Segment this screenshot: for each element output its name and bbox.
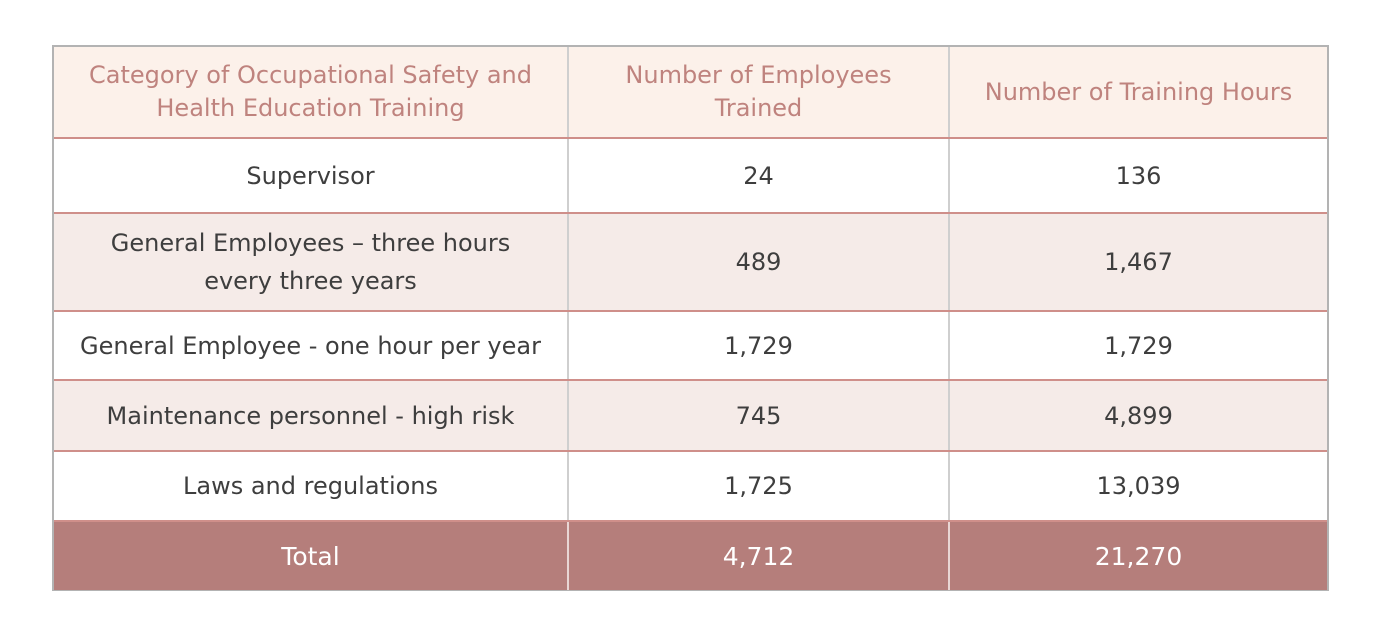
hours-cell: 1,729 xyxy=(948,311,1327,381)
total-employees: 4,712 xyxy=(567,521,949,590)
table-row: Maintenance personnel - high risk 745 4,… xyxy=(54,380,1327,452)
header-training-hours: Number of Training Hours xyxy=(948,47,1327,139)
header-category: Category of Occupational Safety and Heal… xyxy=(54,47,568,139)
employees-cell: 1,729 xyxy=(567,311,949,381)
category-cell: Laws and regulations xyxy=(54,451,568,522)
training-table: Category of Occupational Safety and Heal… xyxy=(54,47,1327,590)
category-cell: General Employees – three hours every th… xyxy=(54,213,568,312)
hours-cell: 4,899 xyxy=(948,380,1327,452)
category-cell: General Employee - one hour per year xyxy=(54,311,568,381)
total-row: Total 4,712 21,270 xyxy=(54,521,1327,590)
hours-cell: 136 xyxy=(948,138,1327,214)
table-row: General Employees – three hours every th… xyxy=(54,213,1327,312)
table-row: General Employee - one hour per year 1,7… xyxy=(54,311,1327,381)
table-row: Laws and regulations 1,725 13,039 xyxy=(54,451,1327,522)
employees-cell: 1,725 xyxy=(567,451,949,522)
category-cell: Supervisor xyxy=(54,138,568,214)
employees-cell: 489 xyxy=(567,213,949,312)
hours-cell: 13,039 xyxy=(948,451,1327,522)
total-hours: 21,270 xyxy=(948,521,1327,590)
hours-cell: 1,467 xyxy=(948,213,1327,312)
header-row: Category of Occupational Safety and Heal… xyxy=(54,47,1327,139)
training-table-frame: Category of Occupational Safety and Heal… xyxy=(52,45,1329,591)
employees-cell: 745 xyxy=(567,380,949,452)
total-label: Total xyxy=(54,521,568,590)
employees-cell: 24 xyxy=(567,138,949,214)
header-employees-trained: Number of Employees Trained xyxy=(567,47,949,139)
category-cell: Maintenance personnel - high risk xyxy=(54,380,568,452)
table-row: Supervisor 24 136 xyxy=(54,138,1327,214)
